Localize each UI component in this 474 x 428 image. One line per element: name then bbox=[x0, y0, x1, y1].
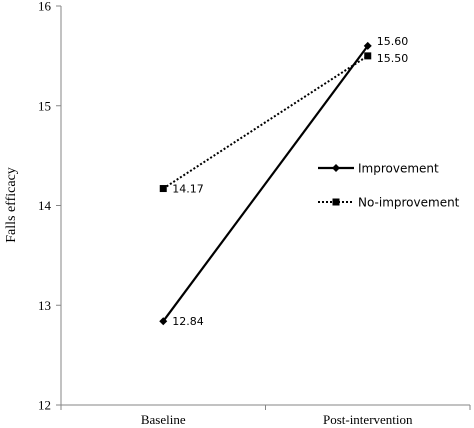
y-tick-label: 13 bbox=[38, 298, 51, 313]
y-tick-label: 14 bbox=[38, 198, 52, 213]
legend-item: No-improvement bbox=[318, 196, 460, 210]
series-line bbox=[162, 55, 369, 190]
data-label: 14.17 bbox=[172, 183, 204, 196]
legend-label: Improvement bbox=[358, 162, 439, 176]
series-no-improvement: 14.17 15.50 bbox=[159, 52, 409, 196]
y-tick-label: 12 bbox=[38, 398, 51, 413]
data-point-diamond bbox=[363, 41, 372, 50]
data-point-square bbox=[159, 185, 167, 193]
series-improvement: 12.84 15.60 bbox=[159, 35, 408, 328]
legend-marker-diamond bbox=[332, 164, 340, 172]
data-point-diamond bbox=[159, 317, 168, 326]
legend-label: No-improvement bbox=[358, 196, 460, 210]
legend: Improvement No-improvement bbox=[318, 162, 460, 210]
series-layer: 12.84 15.60 14.17 15.50 bbox=[159, 35, 408, 328]
data-label: 15.60 bbox=[377, 35, 409, 48]
series-line bbox=[162, 45, 369, 322]
x-axis-ticks: Baseline Post-intervention bbox=[60, 405, 471, 427]
legend-item: Improvement bbox=[318, 162, 439, 176]
data-label: 12.84 bbox=[172, 315, 204, 328]
x-tick-label: Post-intervention bbox=[323, 412, 413, 427]
data-label: 15.50 bbox=[377, 52, 409, 65]
data-point-square bbox=[364, 52, 372, 60]
y-tick-label: 15 bbox=[38, 98, 51, 113]
y-tick-label: 16 bbox=[38, 0, 52, 14]
x-tick-label: Baseline bbox=[141, 412, 186, 427]
legend-marker-square bbox=[332, 198, 340, 206]
y-axis-title: Falls efficacy bbox=[4, 167, 19, 243]
y-axis-ticks: 12 13 14 15 16 bbox=[38, 0, 61, 413]
